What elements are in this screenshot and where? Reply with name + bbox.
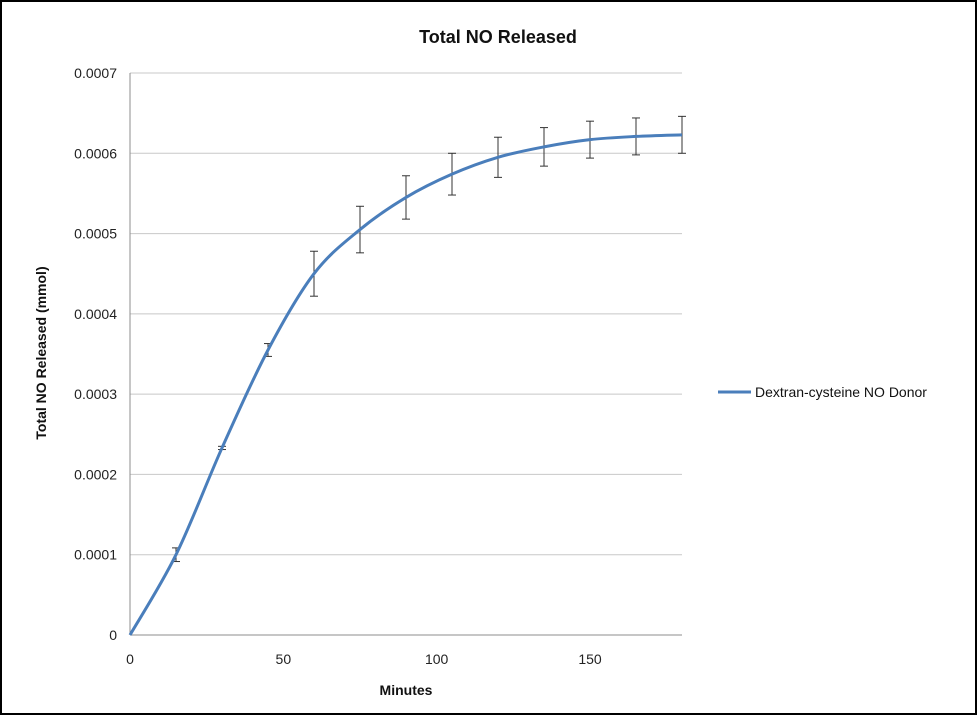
y-tick-label: 0.0007 [74, 65, 117, 81]
x-tick-label: 50 [276, 651, 292, 667]
chart-title: Total NO Released [419, 27, 577, 47]
y-tick-label: 0.0005 [74, 226, 117, 242]
legend: Dextran-cysteine NO Donor [718, 384, 927, 400]
error-bars [172, 115, 686, 563]
y-tick-label: 0.0002 [74, 466, 117, 482]
series-line [128, 133, 683, 636]
y-tick-label: 0.0001 [74, 547, 117, 563]
x-tick-label: 0 [126, 651, 134, 667]
y-tick-label: 0.0006 [74, 145, 117, 161]
y-tick-label: 0.0003 [74, 386, 117, 402]
y-tick-label: 0.0004 [74, 306, 117, 322]
y-axis-title: Total NO Released (mmol) [33, 266, 49, 439]
x-tick-label: 150 [578, 651, 602, 667]
axes [129, 73, 682, 636]
legend-label: Dextran-cysteine NO Donor [755, 384, 927, 400]
x-axis-title: Minutes [380, 682, 433, 698]
x-tick-label: 100 [425, 651, 449, 667]
gridlines [130, 72, 682, 556]
y-axis-ticks: 0 0.0001 0.0002 0.0003 0.0004 0.0005 0.0006 0.0… [74, 65, 117, 643]
x-axis-ticks: 0 50 100 150 [126, 651, 602, 667]
series-lines [128, 133, 683, 636]
y-tick-label: 0 [109, 627, 117, 643]
